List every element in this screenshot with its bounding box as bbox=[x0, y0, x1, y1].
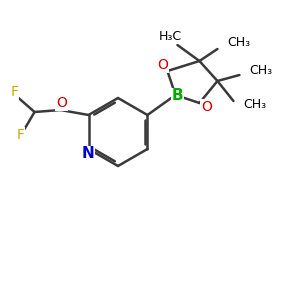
Text: CH₃: CH₃ bbox=[227, 37, 250, 50]
Text: F: F bbox=[11, 85, 19, 99]
Text: CH₃: CH₃ bbox=[249, 64, 273, 77]
Text: O: O bbox=[201, 100, 212, 114]
Text: CH₃: CH₃ bbox=[243, 98, 267, 112]
Text: B: B bbox=[172, 88, 183, 104]
Text: O: O bbox=[157, 58, 168, 72]
Text: N: N bbox=[81, 146, 94, 161]
Text: O: O bbox=[56, 96, 67, 110]
Text: F: F bbox=[16, 128, 25, 142]
Text: H₃C: H₃C bbox=[159, 31, 182, 44]
